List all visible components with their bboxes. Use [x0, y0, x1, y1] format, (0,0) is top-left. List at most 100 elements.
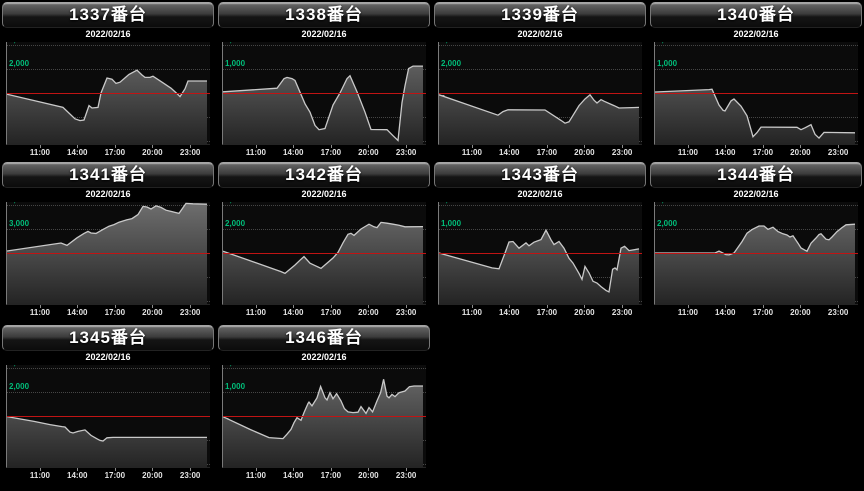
y-tick-label: 6,000	[9, 202, 29, 204]
x-tick-label: 23:00	[827, 148, 849, 157]
x-tick-label: 17:00	[320, 471, 342, 480]
x-tick-label: 20:00	[142, 148, 163, 157]
y-tick-label: 2,000	[225, 365, 245, 367]
x-tick-label: 14:00	[283, 148, 304, 157]
x-tick-mark	[39, 145, 41, 148]
machine-title-button[interactable]: 1338番台	[218, 2, 430, 28]
y-gridline	[439, 228, 642, 230]
machine-title-button[interactable]: 1345番台	[2, 325, 214, 351]
series-line-area	[439, 93, 640, 144]
y-tick-label: 2,000	[441, 59, 462, 68]
x-tick-label: 17:00	[536, 148, 558, 157]
x-tick-mark	[687, 145, 689, 148]
zero-reference-line	[223, 92, 426, 94]
chart-date: 2022/02/16	[85, 352, 131, 362]
x-tick-label: 14:00	[67, 308, 88, 317]
x-tick-mark	[39, 468, 41, 471]
x-tick-label: 14:00	[715, 308, 736, 317]
x-tick-label: 14:00	[499, 308, 520, 317]
line-chart-plot[interactable]: 4,0002,0000-2,000-4,000	[438, 42, 642, 145]
y-tick-label: 2,000	[657, 219, 678, 228]
y-gridline	[655, 204, 858, 206]
x-axis: 11:00 14:00 17:00 20:00 23:00	[654, 145, 857, 159]
y-tick-label: 1,000	[441, 219, 462, 228]
y-gridline	[223, 68, 426, 70]
x-axis: 11:00 14:00 17:00 20:00 23:00	[222, 468, 425, 482]
x-tick-label: 23:00	[179, 471, 201, 480]
machine-title-button[interactable]: 1339番台	[434, 2, 646, 28]
machine-title-label: 1344番台	[717, 165, 795, 184]
x-tick-label: 17:00	[104, 308, 126, 317]
y-tick-label: 4,000	[441, 42, 461, 44]
chart-date: 2022/02/16	[301, 29, 347, 39]
x-tick-label: 11:00	[677, 308, 698, 317]
machine-panel: 1339番台 2022/02/16 4,0002,0000-2,000-4,00…	[432, 0, 648, 160]
machine-title-button[interactable]: 1341番台	[2, 162, 214, 188]
y-gridline	[439, 68, 642, 70]
line-chart-plot[interactable]: 6,0003,0000-3,000-6,000	[6, 202, 210, 305]
x-tick-label: 23:00	[611, 308, 633, 317]
machine-title-button[interactable]: 1344番台	[650, 162, 862, 188]
machine-panel: 1337番台 2022/02/16 4,0002,0000-2,000-4,00…	[0, 0, 216, 160]
x-tick-mark	[152, 468, 154, 471]
line-chart-plot[interactable]: 4,0002,0000-2,000-4,000	[6, 365, 210, 468]
chart-date: 2022/02/16	[85, 29, 131, 39]
machine-title-button[interactable]: 1342番台	[218, 162, 430, 188]
zero-reference-line	[655, 252, 858, 254]
machine-panel: 1338番台 2022/02/16 2,0001,0000-1,000-2,00…	[216, 0, 432, 160]
chart-date: 2022/02/16	[85, 189, 131, 199]
y-tick-label: 4,000	[657, 202, 677, 204]
line-chart-plot[interactable]: 4,0002,0000-2,000-4,000	[222, 202, 426, 305]
y-gridline	[223, 228, 426, 230]
zero-reference-line	[223, 252, 426, 254]
y-gridline	[223, 204, 426, 206]
x-tick-label: 11:00	[245, 308, 266, 317]
x-axis: 11:00 14:00 17:00 20:00 23:00	[654, 305, 857, 319]
x-tick-mark	[725, 145, 727, 148]
y-gridline	[655, 44, 858, 46]
machine-title-button[interactable]: 1340番台	[650, 2, 862, 28]
y-gridline	[439, 44, 642, 46]
machine-panel: 1343番台 2022/02/16 2,0001,0000-1,000-2,00…	[432, 160, 648, 320]
zero-reference-line	[439, 252, 642, 254]
machine-panel: 1341番台 2022/02/16 6,0003,0000-3,000-6,00…	[0, 160, 216, 320]
x-tick-mark	[546, 305, 548, 308]
x-tick-mark	[190, 305, 192, 308]
x-axis: 11:00 14:00 17:00 20:00 23:00	[438, 145, 641, 159]
x-tick-mark	[330, 305, 332, 308]
x-tick-mark	[762, 305, 764, 308]
x-tick-mark	[800, 305, 802, 308]
machine-title-label: 1342番台	[285, 165, 363, 184]
x-tick-label: 14:00	[283, 308, 304, 317]
x-tick-label: 20:00	[358, 308, 379, 317]
chart-date: 2022/02/16	[301, 189, 347, 199]
x-tick-label: 17:00	[104, 148, 126, 157]
machine-title-label: 1343番台	[501, 165, 579, 184]
x-axis: 11:00 14:00 17:00 20:00 23:00	[6, 145, 209, 159]
machine-title-button[interactable]: 1343番台	[434, 162, 646, 188]
machine-title-label: 1339番台	[501, 5, 579, 24]
y-gridline	[223, 391, 426, 393]
x-tick-mark	[584, 145, 586, 148]
zero-reference-line	[7, 252, 210, 254]
y-tick-label: 3,000	[9, 219, 30, 228]
machine-title-button[interactable]: 1346番台	[218, 325, 430, 351]
y-tick-label: 1,000	[225, 382, 246, 391]
x-tick-label: 17:00	[320, 148, 342, 157]
x-tick-mark	[255, 145, 257, 148]
x-tick-label: 17:00	[104, 471, 126, 480]
line-chart-plot[interactable]: 4,0002,0000-2,000-4,000	[654, 202, 858, 305]
x-tick-label: 23:00	[395, 471, 417, 480]
series-line-area	[223, 221, 424, 304]
x-tick-label: 20:00	[358, 471, 379, 480]
zero-reference-line	[439, 92, 642, 94]
machine-title-button[interactable]: 1337番台	[2, 2, 214, 28]
x-tick-label: 20:00	[142, 308, 163, 317]
line-chart-plot[interactable]: 4,0002,0000-2,000-4,000	[6, 42, 210, 145]
x-tick-mark	[114, 305, 116, 308]
machine-panel: 1344番台 2022/02/16 4,0002,0000-2,000-4,00…	[648, 160, 864, 320]
